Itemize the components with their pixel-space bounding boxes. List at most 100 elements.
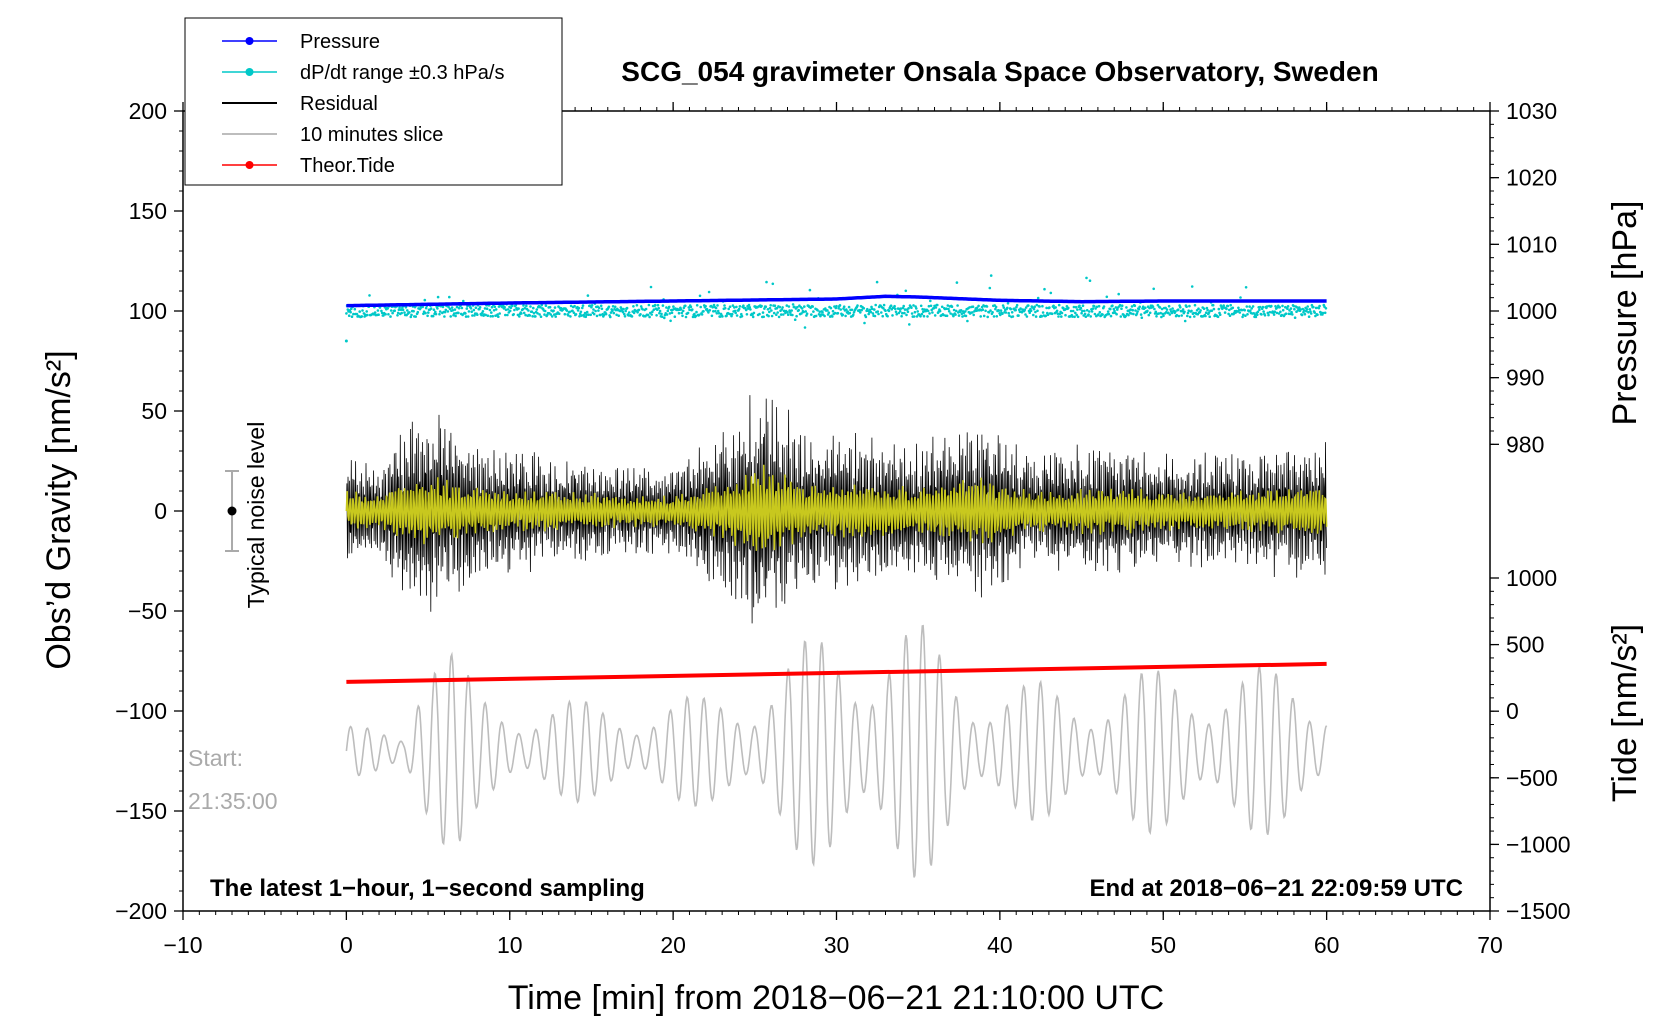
dpdt-point xyxy=(954,309,958,313)
dpdt-point xyxy=(1084,315,1088,319)
dpdt-point xyxy=(710,314,714,318)
dpdt-point xyxy=(1321,311,1325,315)
dpdt-point xyxy=(480,313,483,317)
dpdt-point xyxy=(620,307,623,311)
dpdt-point xyxy=(387,313,390,316)
dpdt-point xyxy=(1210,309,1214,313)
dpdt-point xyxy=(894,310,898,314)
dpdt-point xyxy=(399,308,403,312)
dpdt-point xyxy=(543,309,547,313)
dpdt-point xyxy=(1167,304,1171,308)
dpdt-point xyxy=(775,313,778,317)
dpdt-point xyxy=(1010,311,1014,314)
dpdt-point xyxy=(1001,312,1004,316)
dpdt-point xyxy=(691,308,694,311)
dpdt-point xyxy=(350,307,353,311)
dpdt-point xyxy=(581,304,585,307)
dpdt-point xyxy=(844,314,847,318)
dpdt-point xyxy=(945,314,949,318)
dpdt-point xyxy=(894,307,897,311)
dpdt-point xyxy=(702,310,705,313)
dpdt-point xyxy=(1152,287,1155,291)
dpdt-point xyxy=(1218,313,1222,317)
dpdt-point xyxy=(416,310,420,314)
dpdt-point xyxy=(740,314,744,318)
dpdt-point xyxy=(531,315,534,318)
dpdt-point xyxy=(649,285,653,289)
dpdt-point xyxy=(1205,306,1209,310)
dpdt-point xyxy=(612,311,616,315)
dpdt-point xyxy=(1118,303,1122,307)
dpdt-point xyxy=(1208,315,1211,319)
dpdt-point xyxy=(609,315,612,319)
dpdt-point xyxy=(454,314,457,318)
dpdt-point xyxy=(490,305,494,309)
tide-tick-label: 1000 xyxy=(1506,565,1557,591)
dpdt-point xyxy=(506,313,509,317)
dpdt-point xyxy=(1019,307,1022,310)
dpdt-point xyxy=(585,313,588,317)
dpdt-point xyxy=(907,307,910,310)
dpdt-point xyxy=(1284,312,1288,316)
dpdt-point xyxy=(624,309,627,313)
dpdt-point xyxy=(491,314,495,318)
dpdt-point xyxy=(1307,315,1311,319)
dpdt-point xyxy=(989,309,992,312)
dpdt-point xyxy=(493,305,497,309)
dpdt-point xyxy=(450,306,454,309)
dpdt-point xyxy=(1266,311,1270,315)
dpdt-point xyxy=(604,312,608,316)
dpdt-point xyxy=(730,312,734,316)
dpdt-point xyxy=(1263,314,1267,317)
dpdt-point xyxy=(1140,316,1144,320)
dpdt-point xyxy=(1242,313,1245,317)
dpdt-point xyxy=(1175,313,1179,317)
dpdt-point xyxy=(1071,309,1075,313)
dpdt-point xyxy=(528,314,532,317)
dpdt-point xyxy=(1015,305,1018,309)
dpdt-point xyxy=(1318,304,1321,308)
dpdt-point xyxy=(714,306,718,310)
dpdt-point xyxy=(443,315,446,318)
dpdt-point xyxy=(660,315,664,319)
tide-tick-label: −500 xyxy=(1506,765,1558,791)
dpdt-point xyxy=(1069,309,1073,313)
dpdt-point xyxy=(1154,310,1158,314)
dpdt-point xyxy=(940,305,944,309)
y-tick-label: 50 xyxy=(141,398,167,424)
dpdt-point xyxy=(1258,308,1261,312)
dpdt-point xyxy=(1024,313,1027,316)
dpdt-point xyxy=(1162,314,1165,318)
dpdt-point xyxy=(1179,306,1182,309)
dpdt-point xyxy=(1092,304,1096,308)
dpdt-point xyxy=(950,305,954,309)
dpdt-point xyxy=(972,313,975,317)
dpdt-point xyxy=(1036,296,1040,300)
dpdt-point xyxy=(429,307,433,310)
dpdt-point xyxy=(490,311,493,314)
legend-label: Residual xyxy=(300,93,378,115)
dpdt-point xyxy=(842,305,846,309)
dpdt-point xyxy=(910,312,914,315)
dpdt-point xyxy=(552,309,555,313)
dpdt-point xyxy=(465,307,469,310)
dpdt-point xyxy=(769,304,772,307)
dpdt-point xyxy=(691,315,695,319)
dpdt-point xyxy=(1309,310,1312,313)
dpdt-point xyxy=(506,308,510,311)
dpdt-point xyxy=(882,303,886,307)
dpdt-point xyxy=(581,306,584,310)
dpdt-point xyxy=(1256,313,1259,317)
dpdt-point xyxy=(964,314,968,318)
dpdt-point xyxy=(731,304,735,307)
dpdt-point xyxy=(779,313,783,316)
dpdt-point xyxy=(1292,304,1295,308)
dpdt-point xyxy=(789,311,792,314)
dpdt-point xyxy=(1306,305,1309,308)
dpdt-point xyxy=(1106,310,1110,313)
dpdt-point xyxy=(977,304,980,308)
dpdt-point xyxy=(1080,311,1083,315)
dpdt-point xyxy=(373,311,377,314)
dpdt-point xyxy=(579,310,583,314)
dpdt-point xyxy=(396,314,399,317)
